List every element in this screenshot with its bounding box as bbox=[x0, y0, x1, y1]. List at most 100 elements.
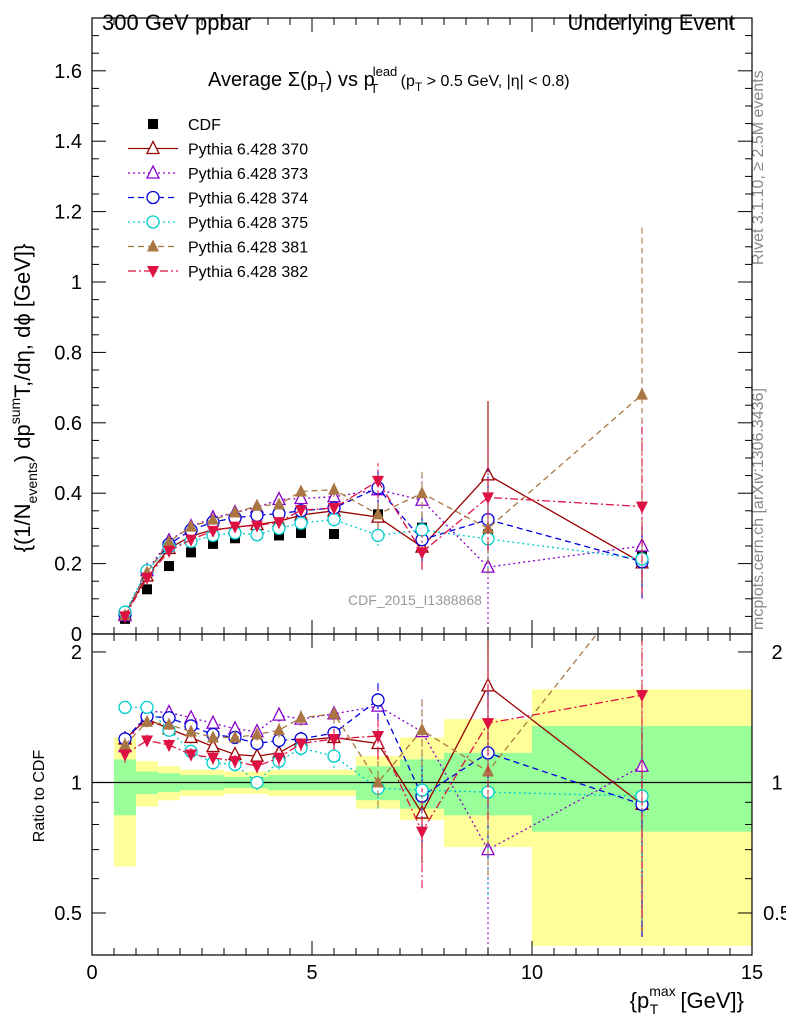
legend-label: Pythia 6.428 373 bbox=[188, 166, 308, 183]
main-6-point bbox=[163, 545, 175, 558]
y-tick-label: 1.6 bbox=[54, 61, 82, 83]
main-5-point bbox=[328, 482, 340, 495]
analysis-watermark: CDF_2015_I1388868 bbox=[348, 592, 482, 608]
ratio-4-point bbox=[295, 710, 307, 723]
ratio-5-point bbox=[163, 740, 175, 753]
y-tick-label: 0.2 bbox=[54, 554, 82, 576]
ratio-5-point bbox=[141, 735, 153, 748]
main-5-point bbox=[185, 519, 197, 532]
ratio-5-point bbox=[295, 738, 307, 751]
ratio-4-point bbox=[141, 714, 153, 727]
ratio-4-point bbox=[251, 727, 263, 740]
main-5-point bbox=[636, 387, 648, 400]
main-6-point bbox=[119, 611, 131, 624]
rivet-version-label: Rivet 3.1.10, ≥ 2.5M events bbox=[750, 70, 767, 265]
legend: CDF Pythia 6.428 370 Pythia 6.428 373 Pythi… bbox=[128, 117, 308, 281]
main-5-point bbox=[163, 534, 175, 547]
main-6-point bbox=[141, 572, 153, 585]
legend-entry: Pythia 6.428 382 bbox=[128, 264, 308, 281]
main-2-point bbox=[293, 490, 309, 505]
ratio-5-point bbox=[636, 690, 648, 703]
main-5-point bbox=[372, 507, 384, 520]
legend-entry: Pythia 6.428 374 bbox=[128, 191, 308, 208]
ratio-5-point bbox=[328, 733, 340, 746]
main-6-point bbox=[372, 475, 384, 488]
legend-entry: Pythia 6.428 373 bbox=[128, 164, 308, 183]
legend-marker bbox=[146, 215, 160, 229]
legend-marker bbox=[145, 140, 161, 155]
y-tick-label: 1.2 bbox=[54, 202, 82, 224]
ratio-4-point bbox=[163, 717, 175, 730]
main-plot-area bbox=[117, 225, 650, 634]
main-0-point bbox=[164, 561, 174, 572]
ratio-5-point bbox=[416, 826, 428, 839]
legend-entry: Pythia 6.428 370 bbox=[128, 140, 308, 159]
legend-label: Pythia 6.428 382 bbox=[188, 264, 308, 281]
ratio-5-point bbox=[251, 761, 263, 774]
ratio-4-point bbox=[229, 730, 241, 743]
legend-label: CDF bbox=[188, 117, 221, 134]
ratio-1-point bbox=[205, 714, 221, 729]
main-1-series bbox=[117, 400, 650, 621]
main-3-point bbox=[250, 508, 264, 523]
ratio-3-line bbox=[125, 706, 643, 797]
ratio-5-series bbox=[119, 634, 648, 917]
ratio-y-tick-label: 2 bbox=[71, 642, 82, 664]
ratio-4-point bbox=[416, 723, 428, 736]
y-tick-label: 0 bbox=[71, 624, 82, 646]
ratio-4-point bbox=[207, 730, 219, 743]
ratio-4-line bbox=[124, 634, 598, 784]
legend-marker bbox=[148, 119, 158, 129]
ratio-4-point bbox=[273, 723, 285, 736]
main-0-point bbox=[208, 538, 218, 549]
ratio-inner-band bbox=[114, 759, 136, 816]
legend-entry: Pythia 6.428 381 bbox=[128, 239, 308, 257]
ratio-y-tick-label-right: 1 bbox=[771, 772, 782, 794]
main-4-point bbox=[415, 523, 429, 537]
x-tick-label: 5 bbox=[306, 962, 317, 984]
mcplots-reference-label: mcplots.cern.ch [arXiv:1306.3436] bbox=[750, 388, 767, 630]
x-axis-label: {pmax T [GeV]} bbox=[630, 983, 744, 1017]
ratio-2-point bbox=[371, 693, 385, 707]
legend-label: Pythia 6.428 375 bbox=[188, 215, 308, 232]
legend-entry: CDF bbox=[148, 117, 221, 134]
ratio-5-point bbox=[229, 756, 241, 769]
main-2-line bbox=[124, 489, 643, 616]
main-5-line bbox=[124, 394, 643, 616]
legend-label: Pythia 6.428 381 bbox=[188, 240, 308, 257]
main-0-point bbox=[186, 547, 196, 558]
main-6-point bbox=[273, 517, 285, 530]
main-4-point bbox=[371, 528, 385, 543]
ratio-3-point bbox=[250, 775, 264, 790]
y-tick-label: 1 bbox=[71, 272, 82, 294]
legend-label: Pythia 6.428 370 bbox=[188, 142, 308, 159]
ratio-1-point bbox=[271, 706, 287, 721]
ratio-y-tick-label-right: 0.5 bbox=[763, 903, 786, 925]
main-2-series bbox=[117, 472, 650, 634]
main-6-point bbox=[251, 520, 263, 533]
main-6-point bbox=[207, 525, 219, 538]
main-4-point bbox=[294, 516, 308, 530]
main-4-point bbox=[327, 512, 341, 527]
ratio-y-axis-label: Ratio to CDF bbox=[31, 750, 48, 843]
ratio-4-series bbox=[119, 634, 643, 876]
ratio-y-tick-label: 0.5 bbox=[54, 903, 82, 925]
main-y-axis-label: {(1/Nevents) dpsumT,/dη, dϕ [GeV]} bbox=[7, 244, 40, 553]
main-6-series bbox=[119, 418, 648, 624]
ratio-5-point bbox=[372, 730, 384, 743]
ratio-5-point bbox=[119, 749, 131, 762]
main-5-point bbox=[416, 486, 428, 499]
y-tick-label: 0.8 bbox=[54, 342, 82, 364]
header-energy-label: 300 GeV ppbar bbox=[102, 10, 251, 35]
main-6-point bbox=[416, 547, 428, 560]
x-tick-label: 15 bbox=[741, 962, 763, 984]
main-4-line bbox=[124, 518, 643, 613]
main-6-point bbox=[229, 521, 241, 534]
ratio-5-point bbox=[207, 752, 219, 765]
ratio-y-tick-label: 1 bbox=[71, 772, 82, 794]
ratio-4-point bbox=[328, 706, 340, 719]
header-analysis-label: Underlying Event bbox=[567, 10, 735, 35]
ratio-3-point bbox=[140, 700, 154, 715]
legend-entry: Pythia 6.428 375 bbox=[128, 215, 308, 232]
